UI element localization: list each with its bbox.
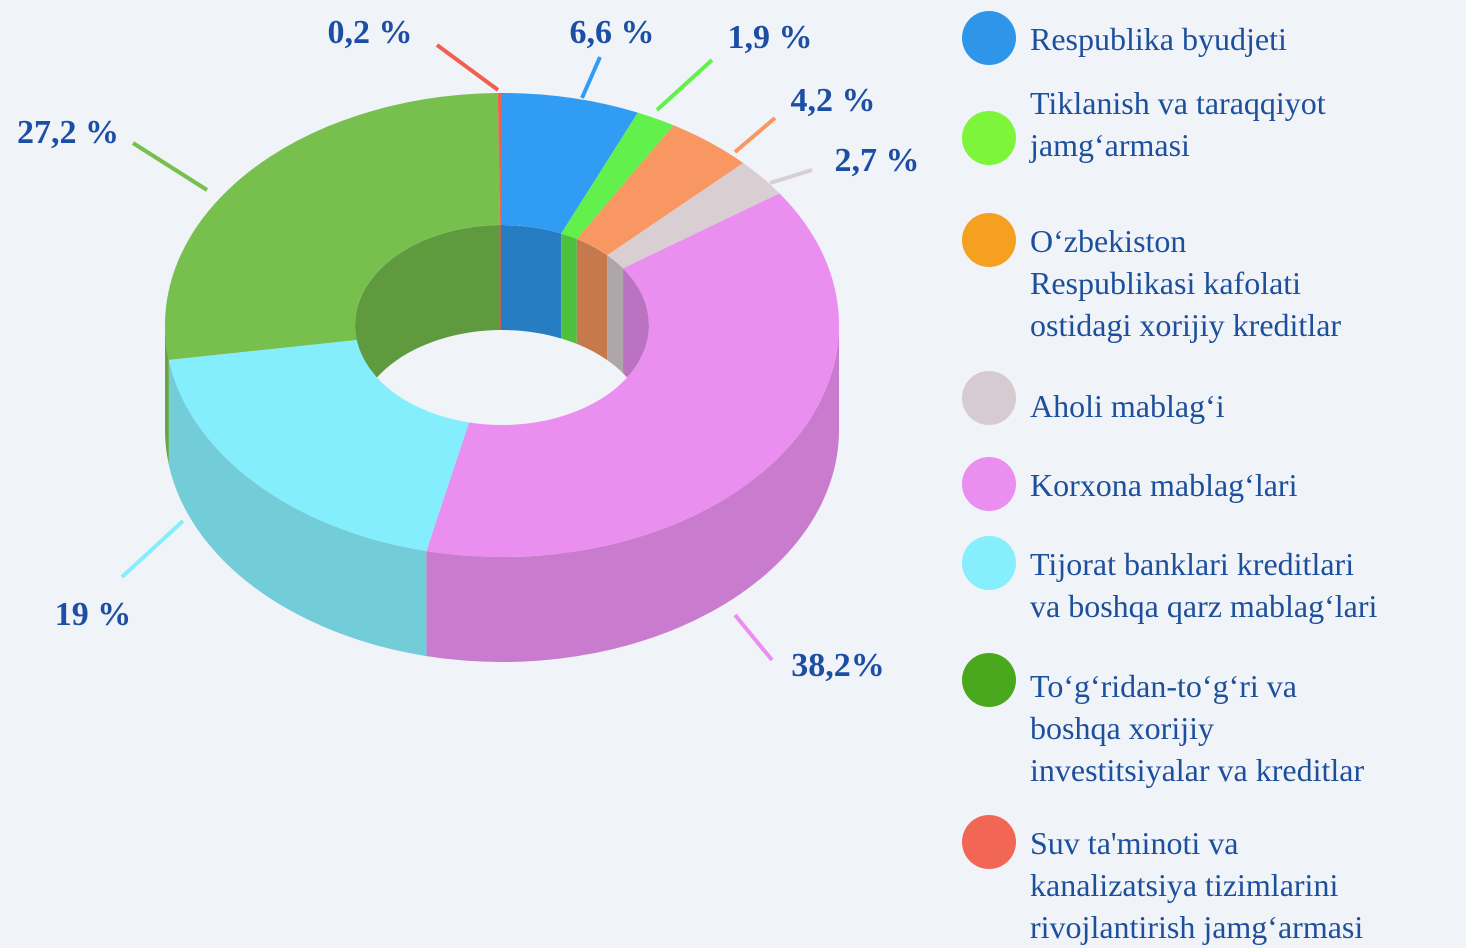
slice-inner-wall [576,238,608,361]
data-label: 2,7 % [835,142,920,179]
leader-line [655,58,714,112]
slice-inner-wall [607,255,624,374]
data-label: 6,6 % [570,14,655,51]
legend-label: Aholi mablag‘i [1030,388,1225,424]
slice [502,93,638,234]
slice-side [168,359,427,657]
slice-side [426,325,839,662]
legend-label: Suv ta'minoti va kanalizatsiya tizimlari… [1030,825,1364,945]
legend-marker [962,213,1016,267]
legend-marker [962,111,1016,165]
legend-label: O‘zbekiston Respublikasi kafolati ostida… [1030,223,1342,343]
legend-label: Korxona mablag‘lari [1030,467,1298,503]
legend-label: Respublika byudjeti [1030,21,1287,57]
data-label: 4,2 % [791,82,876,119]
slice-inner-wall [500,225,502,331]
slice [164,93,501,360]
slice [168,340,470,552]
legend-label: Tijorat banklari kreditlari va boshqa qa… [1030,546,1378,624]
legend-marker [962,536,1016,590]
legend-marker [962,457,1016,511]
legend-marker [962,371,1016,425]
leader-line [733,613,774,662]
leader-line [435,43,500,92]
leader-line [733,116,777,154]
data-label: 38,2% [791,647,885,684]
slice [561,112,674,239]
data-label: 27,2 % [17,114,119,151]
leader-line [580,56,602,99]
slice [576,125,744,256]
data-label: 1,9 % [728,19,813,56]
legend-marker [962,815,1016,869]
leader-line [120,519,185,579]
slice [497,93,502,226]
legend-label: To‘g‘ridan-to‘g‘ri va boshqa xorijiy inv… [1030,668,1365,788]
slice-inner-wall [561,233,577,344]
slice-side [165,325,169,465]
slice-inner-wall [355,225,501,425]
legend-marker [962,653,1016,707]
data-label: 19 % [55,596,132,633]
legend-marker [962,11,1016,65]
inner-walls [355,225,649,425]
slice [426,193,839,557]
slice [607,163,780,269]
slice-inner-wall [502,225,562,339]
leader-line [769,168,813,185]
leader-line [131,141,209,192]
data-label: 0,2 % [328,14,413,51]
legend-label: Tiklanish va taraqqiyot jamg‘armasi [1030,85,1326,163]
